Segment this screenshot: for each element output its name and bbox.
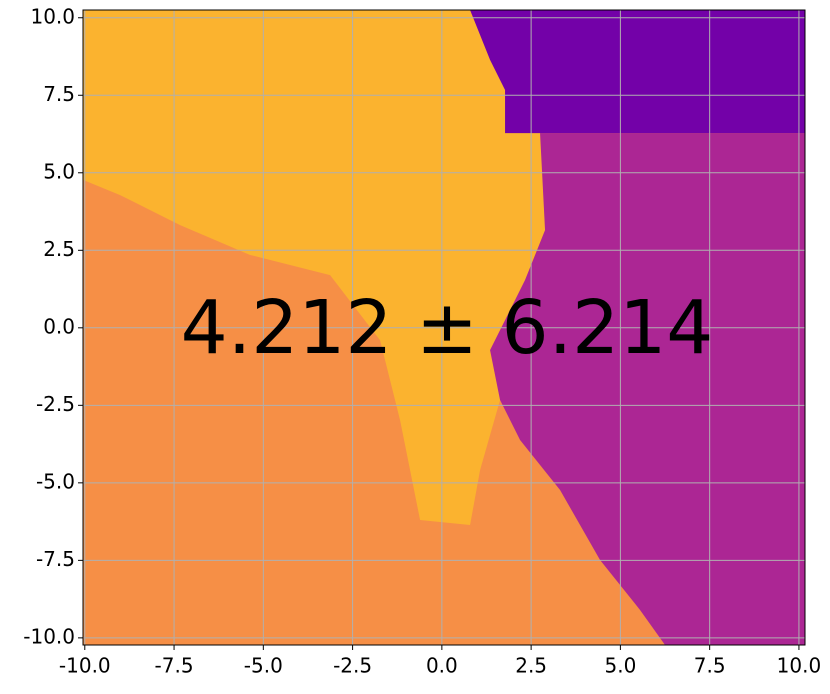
x-tick-label: -5.0 <box>244 654 283 678</box>
decision-region <box>470 10 805 134</box>
x-tick-label: -7.5 <box>155 654 194 678</box>
y-tick-label: 2.5 <box>43 237 75 261</box>
plot-frame <box>82 9 806 646</box>
x-tick-label: 2.5 <box>515 654 547 678</box>
decision-region <box>83 10 546 526</box>
x-tick-label: 7.5 <box>694 654 726 678</box>
y-tick-label: -5.0 <box>36 469 75 493</box>
annotation: 4.212 ± 6.214 <box>181 285 714 371</box>
x-tick-label: -2.5 <box>333 654 372 678</box>
y-tick-label: 5.0 <box>43 159 75 183</box>
x-tick-label: 5.0 <box>604 654 636 678</box>
y-tick-label: -7.5 <box>36 547 75 571</box>
x-tick-label: 0.0 <box>426 654 458 678</box>
y-tick-label: 10.0 <box>30 4 75 28</box>
x-tick-label: -10.0 <box>59 654 111 678</box>
y-tick-label: -10.0 <box>23 624 75 648</box>
x-tick-label: 10.0 <box>777 654 822 678</box>
y-tick-label: 7.5 <box>43 82 75 106</box>
y-tick-label: 0.0 <box>43 314 75 338</box>
y-tick-label: -2.5 <box>36 392 75 416</box>
decision-region <box>490 133 805 645</box>
